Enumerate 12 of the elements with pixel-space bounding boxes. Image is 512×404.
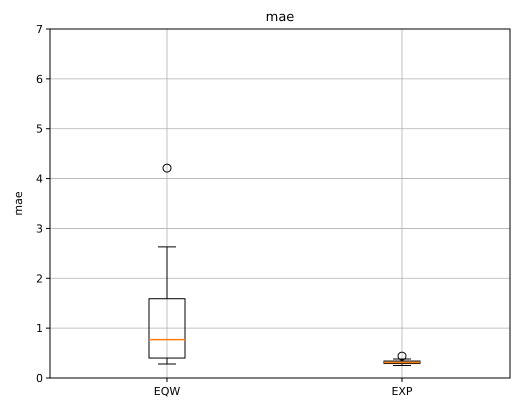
x-tick-label: EQW <box>154 385 180 398</box>
y-tick-label: 5 <box>36 122 43 136</box>
x-tick-label: EXP <box>391 385 413 398</box>
y-tick-label: 0 <box>36 372 43 385</box>
y-tick-label: 3 <box>36 222 43 236</box>
y-tick-label: 1 <box>36 322 43 336</box>
y-tick-label: 2 <box>36 272 43 286</box>
y-tick-label: 7 <box>36 23 43 36</box>
y-tick-label: 4 <box>36 172 43 186</box>
y-axis-title: mae <box>12 191 25 216</box>
y-tick-label: 6 <box>36 72 43 86</box>
chart-title: mae <box>266 10 294 25</box>
